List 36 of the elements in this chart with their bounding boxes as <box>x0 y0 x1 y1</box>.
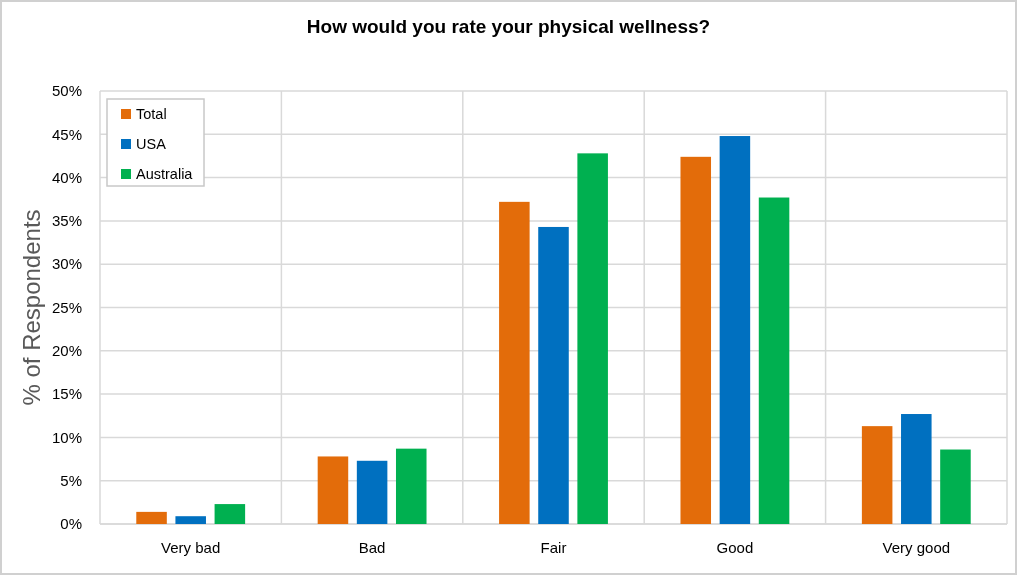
bar <box>861 426 893 524</box>
bar <box>499 201 530 524</box>
y-tick-label: 25% <box>51 298 82 316</box>
bar <box>538 226 569 524</box>
x-tick-label: Fair <box>540 539 567 556</box>
y-tick-label: 45% <box>51 125 82 143</box>
y-tick-label: 40% <box>51 168 82 186</box>
bar <box>395 448 427 524</box>
x-tick-label: Very good <box>882 539 951 556</box>
x-tick-label: Very bad <box>161 539 221 556</box>
y-tick-label: 5% <box>60 471 82 489</box>
bar <box>940 449 971 524</box>
bar <box>317 456 349 524</box>
bar <box>356 460 388 524</box>
x-tick-label: Bad <box>358 539 386 556</box>
x-tick-label: Good <box>716 539 754 556</box>
bar <box>577 153 608 524</box>
bar <box>175 516 206 524</box>
y-axis-title: % of Respondents <box>18 209 45 406</box>
bar <box>136 511 167 524</box>
y-tick-label: 20% <box>51 342 82 360</box>
legend-label: Total <box>136 106 167 123</box>
y-tick-label: 50% <box>51 82 82 100</box>
y-tick-label: 10% <box>51 428 82 446</box>
y-tick-label: 30% <box>51 255 82 273</box>
bar <box>719 136 751 524</box>
y-tick-label: 0% <box>60 515 82 533</box>
bar <box>214 504 246 524</box>
bar <box>901 414 932 524</box>
legend-label: USA <box>136 136 167 153</box>
bar <box>758 197 790 524</box>
y-tick-label: 35% <box>51 212 82 230</box>
y-tick-label: 15% <box>51 385 82 403</box>
bar <box>680 156 712 524</box>
legend-label: Australia <box>136 166 194 183</box>
chart-title: How would you rate your physical wellness? <box>306 16 711 37</box>
